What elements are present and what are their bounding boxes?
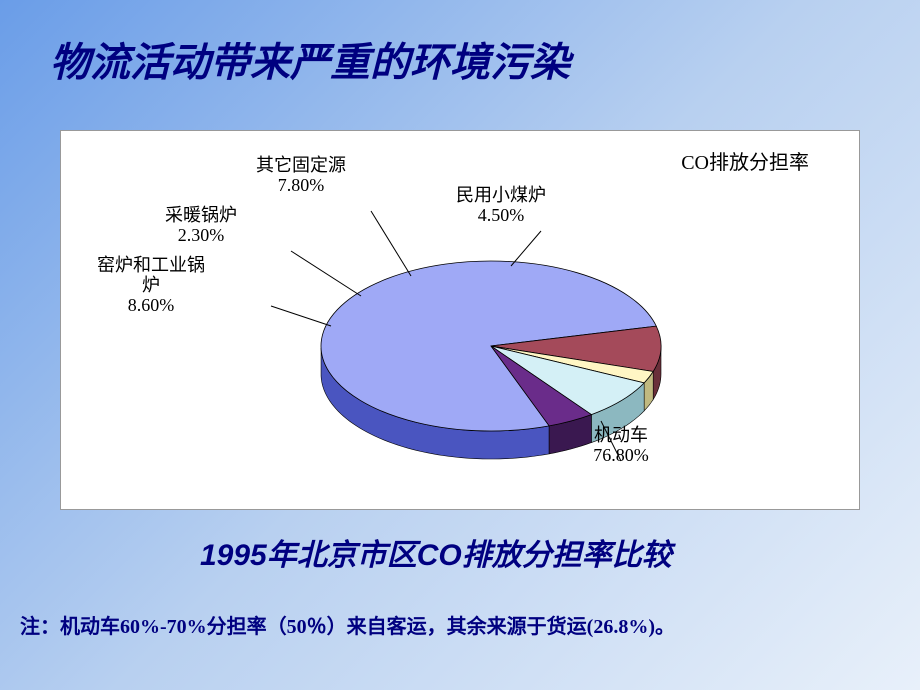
page-title: 物流活动带来严重的环境污染 xyxy=(0,0,920,88)
svg-text:民用小煤炉4.50%: 民用小煤炉4.50% xyxy=(456,185,546,225)
svg-text:机动车76.80%: 机动车76.80% xyxy=(593,425,649,465)
pie-chart: 机动车76.80% 窑炉和工业锅炉8.60% 采暖锅炉2.30% 其它固定源7.80%… xyxy=(61,131,861,511)
svg-text:其它固定源7.80%: 其它固定源7.80% xyxy=(256,155,346,195)
chart-subtitle: 1995年北京市区CO排放分担率比较 xyxy=(200,530,672,574)
svg-text:窑炉和工业锅炉8.60%: 窑炉和工业锅炉8.60% xyxy=(97,255,205,315)
svg-text:采暖锅炉2.30%: 采暖锅炉2.30% xyxy=(165,205,237,245)
footnote: 注：机动车60%-70%分担率（50％）来自客运，其余来源于货运(26.8%)。 xyxy=(20,610,675,639)
chart-container: CO排放分担率 机动车76.80%窑炉和工业锅炉8.60%采暖锅炉2.30%其它… xyxy=(60,130,860,510)
